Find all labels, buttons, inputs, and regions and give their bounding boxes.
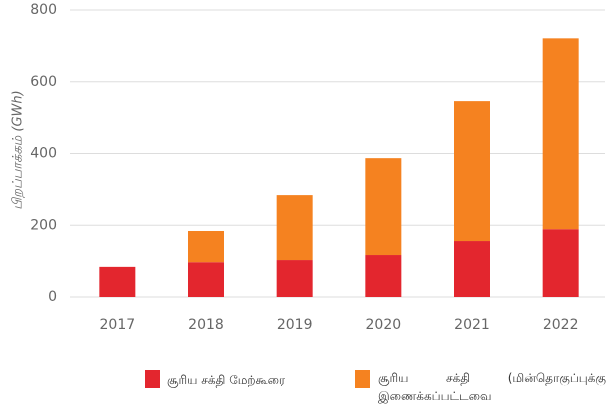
y-tick-label: 600 xyxy=(30,74,57,90)
legend-swatch xyxy=(145,370,160,388)
y-tick-label: 0 xyxy=(48,289,57,305)
bar-segment xyxy=(188,262,224,297)
bar-segment xyxy=(276,195,313,261)
y-tick-label: 800 xyxy=(30,2,57,18)
x-tick-label: 2017 xyxy=(100,317,136,333)
bar-segment xyxy=(99,266,136,297)
bar-segment xyxy=(454,101,490,242)
bar-segment xyxy=(542,229,579,297)
bar-segment xyxy=(542,38,579,230)
y-tick-label: 400 xyxy=(30,146,57,162)
x-tick-label: 2019 xyxy=(277,317,313,333)
bar-segment xyxy=(188,230,224,263)
legend-label: சூரிய சக்தி மேற்கூரை xyxy=(167,373,286,387)
x-tick-label: 2020 xyxy=(366,317,402,333)
legend-label: சூரிய சக்தி (மின்தொகுப்புக்கு இணைக்கப்பட… xyxy=(378,371,606,403)
bar-segment xyxy=(454,241,490,297)
x-tick-label: 2022 xyxy=(543,317,579,333)
y-tick-label: 200 xyxy=(30,217,57,233)
legend-swatch xyxy=(355,370,370,388)
y-axis-label: பிறப்பாக்கம் (GWh) xyxy=(11,90,26,209)
bar-segment xyxy=(365,255,402,297)
bar-segment xyxy=(365,158,402,256)
bar-segment xyxy=(276,260,313,297)
x-tick-label: 2021 xyxy=(454,317,490,333)
x-tick-label: 2018 xyxy=(188,317,224,333)
